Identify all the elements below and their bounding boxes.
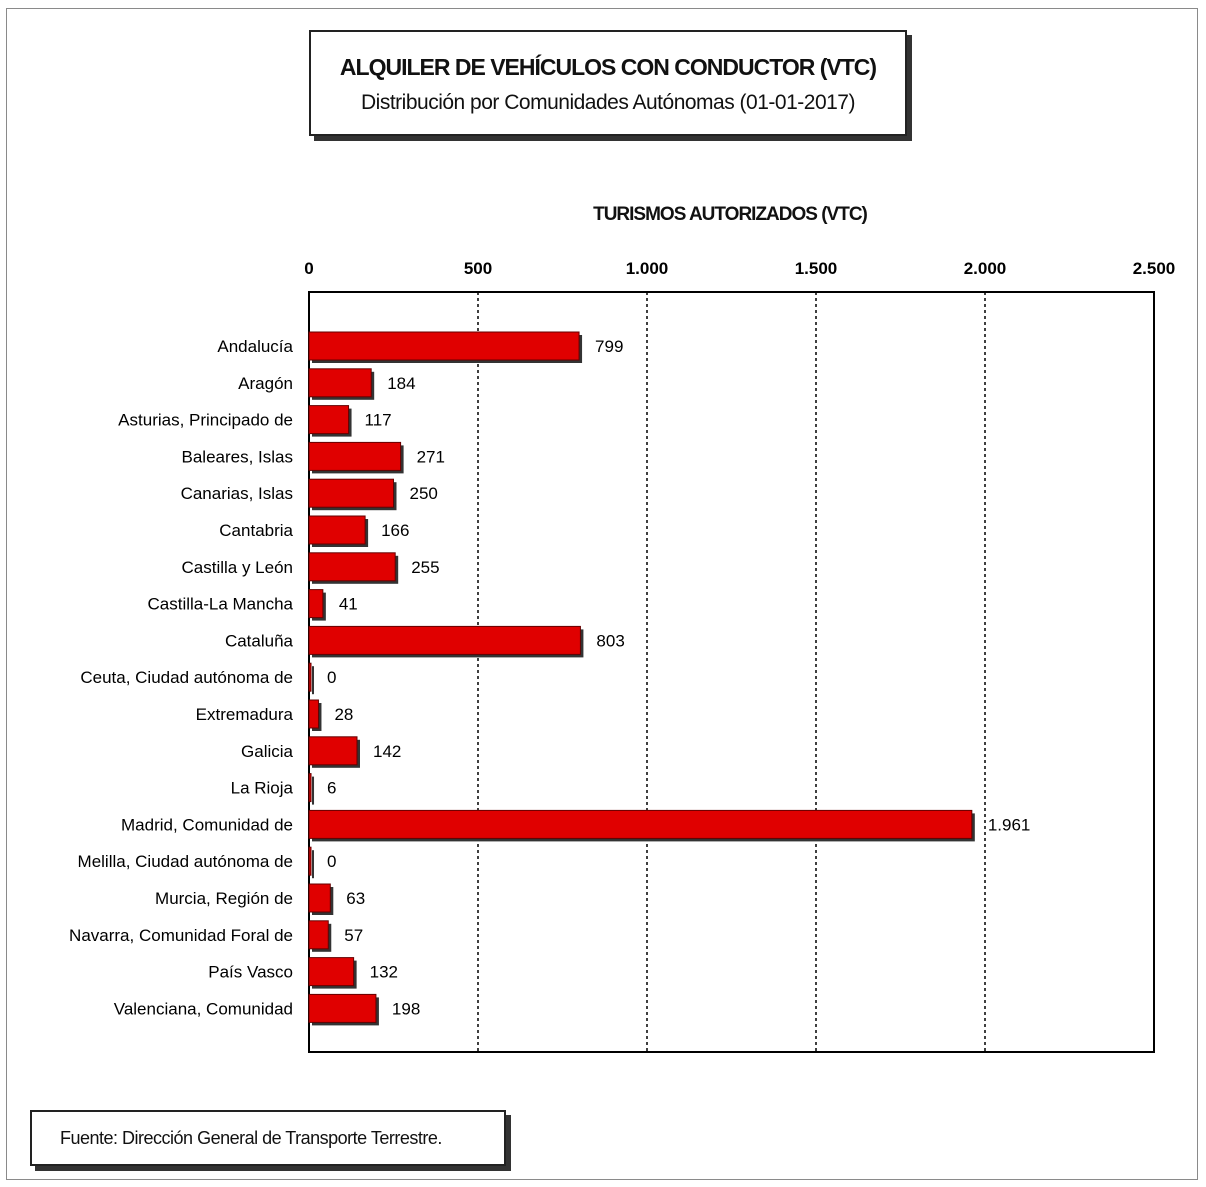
category-label: Valenciana, Comunidad xyxy=(114,999,293,1018)
bar xyxy=(308,809,973,839)
bar xyxy=(308,589,324,619)
category-label: Extremadura xyxy=(196,705,294,724)
category-label: Asturias, Principado de xyxy=(118,411,293,430)
bar xyxy=(308,478,394,508)
bar xyxy=(308,736,358,766)
bar xyxy=(308,331,580,361)
bar-shadow xyxy=(312,850,314,879)
x-tick-label: 500 xyxy=(464,259,492,278)
value-label: 41 xyxy=(339,595,358,614)
bar xyxy=(308,993,377,1023)
category-label: Melilla, Ciudad autónoma de xyxy=(78,852,293,871)
chart-frame xyxy=(6,8,1198,1180)
value-label: 799 xyxy=(595,337,623,356)
bar xyxy=(308,405,350,435)
category-label: Cantabria xyxy=(219,521,293,540)
value-label: 250 xyxy=(410,484,438,503)
category-label: Andalucía xyxy=(217,337,293,356)
category-label: Navarra, Comunidad Foral de xyxy=(69,926,293,945)
category-label: Ceuta, Ciudad autónoma de xyxy=(80,668,293,687)
value-label: 132 xyxy=(370,963,398,982)
value-label: 117 xyxy=(365,411,392,430)
bar xyxy=(308,773,312,803)
bar xyxy=(308,920,329,950)
x-tick-label: 2.000 xyxy=(964,259,1007,278)
value-label: 803 xyxy=(596,631,624,650)
bar xyxy=(308,662,312,692)
category-label: Madrid, Comunidad de xyxy=(121,815,293,834)
bar-shadow xyxy=(312,666,314,695)
category-label: Canarias, Islas xyxy=(181,484,293,503)
category-label: La Rioja xyxy=(231,779,294,798)
value-label: 142 xyxy=(373,742,401,761)
bar xyxy=(308,368,372,398)
chart-subtitle: Distribución por Comunidades Autónomas (… xyxy=(361,91,855,114)
source-box: Fuente: Dirección General de Transporte … xyxy=(30,1110,506,1166)
value-label: 57 xyxy=(344,926,363,945)
category-label: Galicia xyxy=(241,742,294,761)
bar xyxy=(308,846,312,876)
bar xyxy=(308,515,366,545)
category-label: Aragón xyxy=(238,374,293,393)
value-label: 28 xyxy=(334,705,353,724)
bar xyxy=(308,441,402,471)
source-text: Fuente: Dirección General de Transporte … xyxy=(60,1127,442,1148)
category-label: Baleares, Islas xyxy=(182,447,294,466)
x-tick-label: 1.500 xyxy=(795,259,838,278)
value-label: 271 xyxy=(417,447,445,466)
x-tick-label: 1.000 xyxy=(626,259,669,278)
bar xyxy=(308,625,581,655)
bar-shadow xyxy=(312,776,315,805)
title-box: ALQUILER DE VEHÍCULOS CON CONDUCTOR (VTC… xyxy=(309,30,907,136)
x-tick-label: 2.500 xyxy=(1133,259,1176,278)
value-label: 166 xyxy=(381,521,409,540)
plot-area xyxy=(308,291,1155,1053)
value-label: 0 xyxy=(327,852,336,871)
bar xyxy=(308,699,319,729)
x-tick-label: 0 xyxy=(304,259,313,278)
x-axis-title: TURISMOS AUTORIZADOS (VTC) xyxy=(593,204,868,225)
bar xyxy=(308,957,355,987)
value-label: 1.961 xyxy=(988,815,1031,834)
category-label: Castilla y León xyxy=(181,558,293,577)
value-label: 184 xyxy=(387,374,415,393)
value-label: 198 xyxy=(392,999,420,1018)
bar xyxy=(308,883,331,913)
value-label: 255 xyxy=(411,558,439,577)
category-label: Cataluña xyxy=(225,631,294,650)
category-label: País Vasco xyxy=(208,963,293,982)
value-label: 63 xyxy=(346,889,365,908)
category-label: Murcia, Región de xyxy=(155,889,293,908)
value-label: 6 xyxy=(327,779,336,798)
bar xyxy=(308,552,396,582)
value-label: 0 xyxy=(327,668,336,687)
category-label: Castilla-La Mancha xyxy=(147,595,293,614)
chart-title: ALQUILER DE VEHÍCULOS CON CONDUCTOR (VTC… xyxy=(339,54,877,80)
